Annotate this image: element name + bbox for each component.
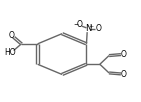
Text: O: O	[121, 70, 126, 79]
Text: O: O	[9, 31, 15, 40]
Text: O: O	[76, 20, 82, 29]
Text: N: N	[85, 24, 91, 33]
Text: O: O	[95, 24, 101, 33]
Text: −: −	[74, 21, 79, 26]
Text: HO: HO	[4, 48, 16, 57]
Text: +: +	[89, 24, 94, 29]
Text: O: O	[121, 50, 126, 59]
